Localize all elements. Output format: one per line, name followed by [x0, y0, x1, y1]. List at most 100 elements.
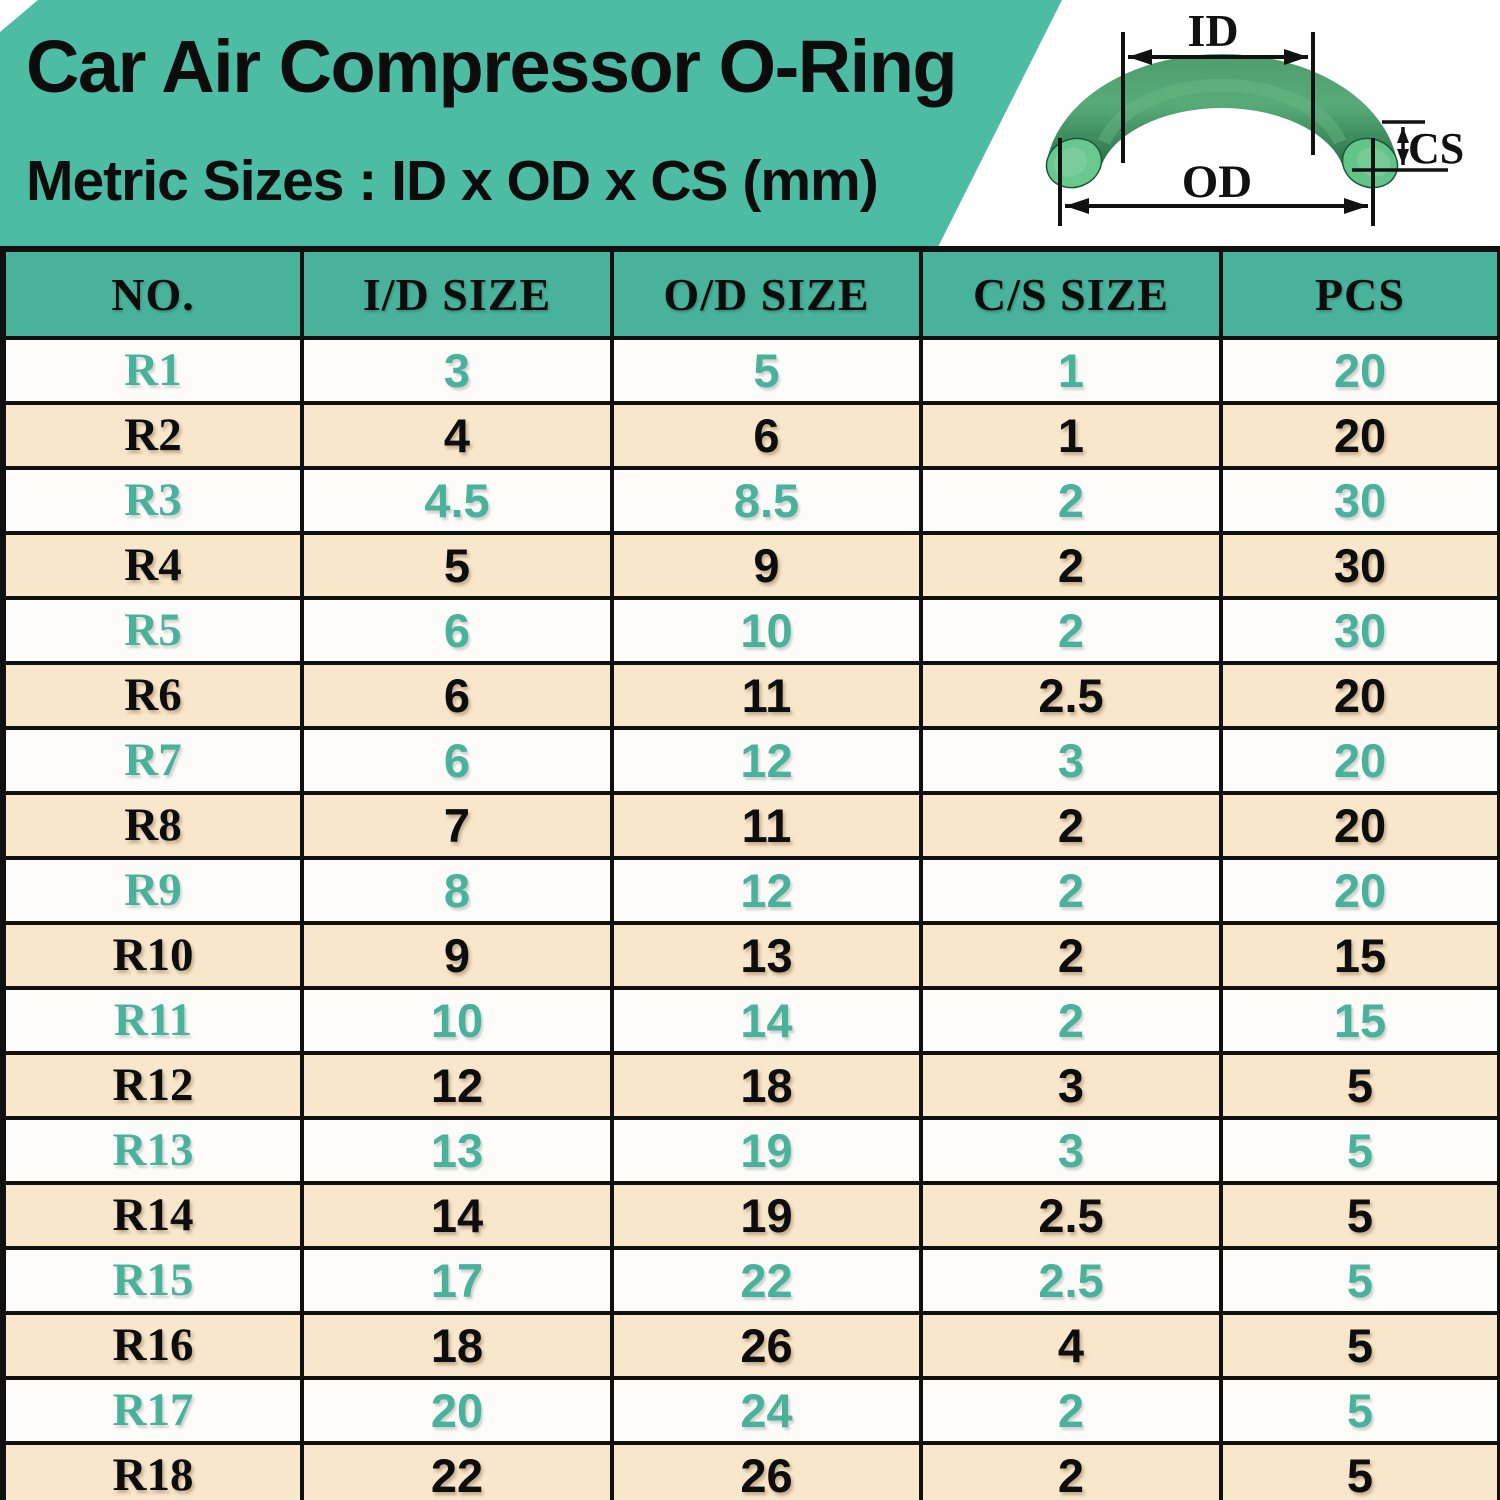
no-value: R15	[112, 1254, 194, 1306]
id-size-cell: 6	[304, 730, 610, 791]
id-size-cell: 13	[304, 1120, 610, 1181]
od-size-value: 12	[740, 864, 793, 917]
id-size-cell: 10	[304, 990, 610, 1051]
page-subtitle: Metric Sizes : ID x OD x CS (mm)	[26, 149, 879, 213]
no-value: R16	[112, 1319, 194, 1371]
cs-size-cell: 2.5	[923, 1250, 1219, 1311]
cs-size-cell: 1	[923, 405, 1219, 466]
no-cell: R18	[6, 1445, 300, 1500]
pcs-value: 20	[1333, 669, 1387, 722]
cs-size-value: 4	[1057, 1319, 1085, 1372]
id-size-value: 6	[443, 734, 471, 787]
od-size-value: 13	[740, 929, 793, 982]
id-size-value: 22	[430, 1449, 484, 1500]
id-size-value: 13	[430, 1124, 484, 1177]
no-value: R3	[124, 474, 182, 526]
pcs-value: 5	[1346, 1124, 1374, 1177]
pcs-value: 20	[1333, 734, 1387, 787]
cs-size-cell: 3	[923, 1055, 1219, 1116]
id-size-cell: 7	[304, 795, 610, 856]
pcs-value: 30	[1333, 474, 1387, 527]
id-size-value: 18	[430, 1319, 484, 1372]
pcs-cell: 15	[1223, 990, 1497, 1051]
no-value: R7	[124, 734, 182, 786]
cs-size-cell: 1	[923, 340, 1219, 401]
od-size-cell: 19	[614, 1185, 919, 1246]
cs-size-cell: 2	[923, 925, 1219, 986]
id-size-value: 3	[443, 344, 471, 397]
pcs-cell: 5	[1223, 1120, 1497, 1181]
id-size-cell: 9	[304, 925, 610, 986]
cs-size-cell: 4	[923, 1315, 1219, 1376]
id-size-value: 4.5	[424, 474, 490, 527]
no-cell: R5	[6, 600, 300, 661]
id-size-value: 5	[443, 539, 471, 592]
no-value: R9	[124, 864, 182, 916]
cs-size-value: 2.5	[1038, 669, 1104, 722]
id-size-value: 12	[430, 1059, 484, 1112]
cs-size-cell: 2.5	[923, 665, 1219, 726]
od-size-cell: 19	[614, 1120, 919, 1181]
no-cell: R16	[6, 1315, 300, 1376]
id-size-cell: 4.5	[304, 470, 610, 531]
cs-size-value: 2	[1057, 1449, 1085, 1500]
id-size-cell: 14	[304, 1185, 610, 1246]
cs-size-cell: 2	[923, 990, 1219, 1051]
cs-size-value: 1	[1057, 409, 1085, 462]
no-cell: R3	[6, 470, 300, 531]
od-size-cell: 8.5	[614, 470, 919, 531]
title-banner: Car Air Compressor O-Ring Metric Sizes :…	[0, 0, 1062, 247]
col-header-no: NO.	[6, 252, 300, 336]
no-cell: R8	[6, 795, 300, 856]
pcs-value: 5	[1346, 1059, 1374, 1112]
no-value: R13	[112, 1124, 194, 1176]
id-size-cell: 20	[304, 1380, 610, 1441]
od-size-cell: 26	[614, 1445, 919, 1500]
cs-size-cell: 2	[923, 860, 1219, 921]
cs-size-value: 2	[1057, 604, 1085, 657]
id-dimension-label: ID	[1187, 5, 1238, 56]
cs-size-cell: 3	[923, 1120, 1219, 1181]
pcs-cell: 20	[1223, 795, 1497, 856]
pcs-value: 15	[1333, 994, 1387, 1047]
pcs-value: 5	[1346, 1384, 1374, 1437]
pcs-value: 15	[1333, 929, 1387, 982]
cs-size-value: 2	[1057, 1384, 1085, 1437]
od-size-value: 9	[753, 539, 780, 592]
pcs-cell: 20	[1223, 730, 1497, 791]
od-size-value: 11	[741, 669, 792, 722]
pcs-cell: 5	[1223, 1445, 1497, 1500]
cs-size-value: 3	[1057, 734, 1085, 787]
od-size-cell: 14	[614, 990, 919, 1051]
no-value: R2	[124, 409, 182, 461]
od-size-value: 18	[740, 1059, 793, 1112]
cs-size-value: 3	[1057, 1059, 1085, 1112]
id-size-cell: 5	[304, 535, 610, 596]
no-cell: R15	[6, 1250, 300, 1311]
od-size-cell: 22	[614, 1250, 919, 1311]
col-header-pcs: PCS	[1223, 252, 1497, 336]
od-size-cell: 9	[614, 535, 919, 596]
cs-size-value: 2.5	[1038, 1189, 1104, 1242]
od-size-cell: 24	[614, 1380, 919, 1441]
cs-size-value: 1	[1057, 344, 1085, 397]
cs-size-value: 2	[1057, 994, 1085, 1047]
id-size-cell: 6	[304, 600, 610, 661]
od-size-cell: 13	[614, 925, 919, 986]
od-size-value: 19	[740, 1124, 793, 1177]
od-size-cell: 26	[614, 1315, 919, 1376]
cs-size-value: 2	[1057, 799, 1085, 852]
pcs-value: 5	[1346, 1189, 1374, 1242]
od-size-value: 24	[740, 1384, 793, 1437]
pcs-cell: 30	[1223, 600, 1497, 661]
no-value: R14	[112, 1189, 194, 1241]
id-size-value: 9	[443, 929, 471, 982]
no-cell: R13	[6, 1120, 300, 1181]
no-cell: R12	[6, 1055, 300, 1116]
pcs-value: 20	[1333, 799, 1387, 852]
pcs-value: 20	[1333, 344, 1387, 397]
id-size-value: 10	[430, 994, 484, 1047]
id-size-value: 17	[430, 1254, 484, 1307]
pcs-cell: 5	[1223, 1055, 1497, 1116]
